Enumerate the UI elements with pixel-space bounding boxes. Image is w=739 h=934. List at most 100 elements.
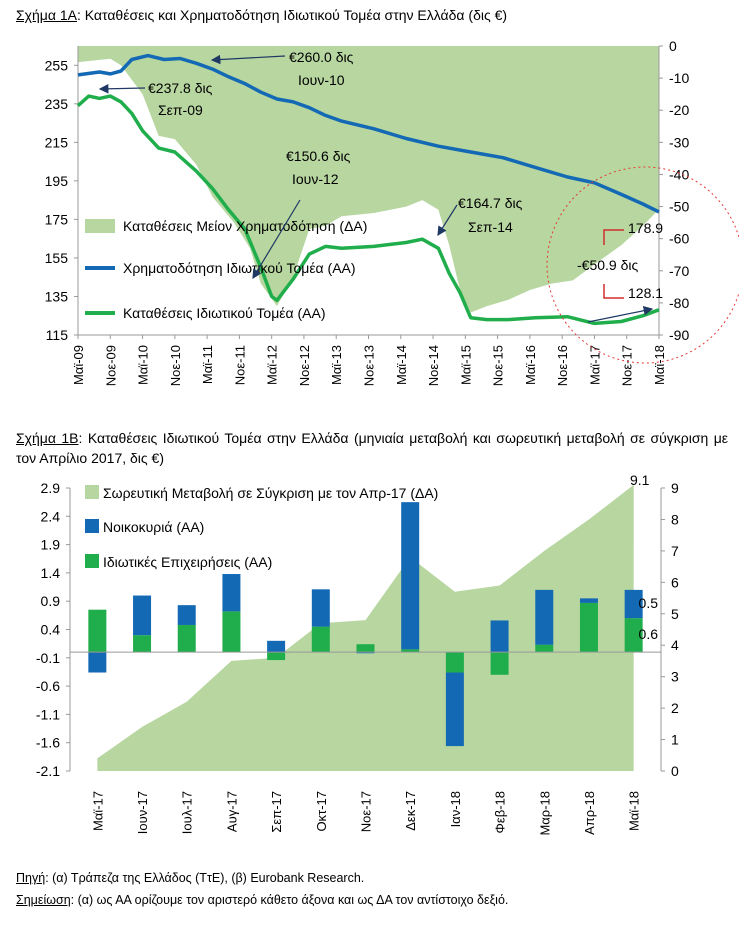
x-tick-label: Νοε-09 — [103, 345, 118, 386]
left-tick-label: -1.1 — [36, 706, 60, 722]
chart-1b: 2.9 2.4 1.9 1.4 0.9 0.4 -0.1 -0.6 -1.1 -1.6 -2.1 9 8… — [36, 472, 679, 836]
x-tick-label: Νοε-10 — [168, 345, 183, 386]
annotation-low-deposits-value: €150.6 δις — [286, 148, 351, 164]
bar-households — [624, 589, 643, 619]
annotation-arrow-2014-deposits — [437, 204, 458, 237]
bar-businesses — [624, 618, 643, 653]
bar-households — [177, 605, 196, 625]
x-tick-label: Νοε-16 — [555, 345, 570, 386]
x-tick-label: Ιουν-17 — [135, 791, 150, 834]
legend-label: Χρηματοδότηση Ιδιωτικού Τομέα (ΑΑ) — [123, 260, 356, 276]
legend-swatch-area — [85, 219, 115, 233]
annotation-peak-deposits-date: Σεπ-09 — [158, 102, 203, 118]
left-tick-label: -2.1 — [36, 763, 60, 779]
left-tick-label: 1.4 — [41, 565, 61, 581]
bar-businesses — [267, 652, 286, 661]
x-tick-label: Απρ-18 — [582, 791, 597, 835]
x-tick-label: Νοε-17 — [359, 791, 374, 832]
right-tick-label: 1 — [671, 732, 679, 748]
x-tick-label: Δεκ-17 — [403, 791, 418, 831]
annotation-peak-deposits-value: €237.8 δις — [148, 80, 213, 96]
bar-businesses — [579, 602, 598, 653]
left-tick-label: 195 — [45, 173, 69, 189]
bar-households — [311, 589, 330, 627]
left-tick-label: 255 — [45, 57, 69, 73]
annotation-bracket-bottom — [603, 284, 624, 299]
source-text: : (α) Τράπεζα της Ελλάδος (ΤτΕ), (β) Eur… — [45, 871, 365, 885]
x-tick-label: Μαϊ-09 — [71, 345, 86, 385]
bar-businesses — [445, 652, 464, 673]
right-tick-label: -40 — [669, 166, 689, 182]
bar-households — [579, 598, 598, 603]
right-tick-label: 6 — [671, 574, 679, 590]
note-label: Σημείωση — [16, 893, 71, 907]
left-tick-label: 175 — [45, 211, 69, 227]
left-tick-label: 135 — [45, 288, 69, 304]
annotation-businesses-latest: 0.6 — [639, 626, 659, 642]
x-tick-label: Νοε-15 — [491, 345, 506, 386]
left-tick-label: 215 — [45, 134, 69, 150]
right-tick-label: -90 — [669, 327, 689, 343]
annotation-deposits-latest: 128.1 — [628, 285, 663, 301]
right-tick-label: 7 — [671, 543, 679, 559]
chart-1b-title: Σχήμα 1Β: Καταθέσεις Ιδιωτικού Τομέα στη… — [16, 428, 728, 468]
right-tick-label: 0 — [671, 763, 679, 779]
right-tick-label: -20 — [669, 102, 689, 118]
annotation-bracket-top — [603, 229, 624, 245]
right-tick-label: 5 — [671, 606, 679, 622]
note-text: : (α) ως ΑΑ ορίζουμε τον αριστερό κάθετο… — [70, 893, 509, 907]
annotation-2014-deposits-date: Σεπ-14 — [468, 219, 513, 235]
annotation-peak-credit-date: Ιουν-10 — [298, 72, 345, 88]
x-tick-label: Μαϊ-18 — [652, 345, 667, 385]
annotation-arrow-low-deposits — [252, 199, 301, 280]
x-tick-label: Μαϊ-14 — [394, 345, 409, 385]
bar-households — [88, 652, 107, 673]
legend-label: Ιδιωτικές Επιχειρήσεις (ΑΑ) — [103, 554, 272, 570]
left-tick-label: 235 — [45, 96, 69, 112]
chart-1b-title-text: : Καταθέσεις Ιδιωτικού Τομέα στην Ελλάδα… — [16, 430, 728, 466]
x-tick-label: Ιαν-18 — [448, 791, 463, 827]
series-area-deposits-minus-credit — [78, 46, 659, 313]
source-note: Πηγή: (α) Τράπεζα της Ελλάδος (ΤτΕ), (β)… — [16, 871, 364, 885]
x-tick-label: Νοε-13 — [362, 345, 377, 386]
bar-businesses — [133, 635, 152, 653]
legend-swatch-businesses — [85, 554, 99, 568]
left-tick-label: 155 — [45, 250, 69, 266]
x-tick-label: Νοε-17 — [620, 345, 635, 386]
right-tick-label: 9 — [671, 480, 679, 496]
bar-businesses — [177, 624, 196, 653]
x-tick-label: Νοε-12 — [297, 345, 312, 386]
bar-households — [535, 589, 554, 645]
right-tick-label: 0 — [669, 38, 677, 54]
right-tick-label: -10 — [669, 70, 689, 86]
bar-households — [356, 652, 375, 654]
chart-1b-title-label: Σχήμα 1Β — [16, 430, 79, 446]
x-tick-label: Μαϊ-11 — [200, 345, 215, 384]
bar-businesses — [490, 652, 509, 675]
x-tick-label: Μαϊ-18 — [627, 791, 642, 831]
x-tick-label: Ιουλ-17 — [180, 791, 195, 834]
bar-businesses — [222, 611, 241, 653]
legend-label: Καταθέσεις Μείον Χρηματοδότηση (ΔΑ) — [123, 218, 367, 234]
x-tick-label: Μαϊ-15 — [458, 345, 473, 385]
bar-households — [222, 574, 241, 612]
bar-households — [133, 595, 152, 636]
annotation-gap-latest: -€50.9 δις — [577, 257, 638, 273]
right-tick-label: -30 — [669, 134, 689, 150]
left-tick-label: 2.4 — [41, 508, 61, 524]
x-tick-label: Οκτ-17 — [314, 791, 329, 832]
annotation-peak-credit-value: €260.0 δις — [289, 49, 354, 65]
annotation-households-latest: 0.5 — [639, 595, 659, 611]
bar-businesses — [535, 644, 554, 653]
chart-1a-title: Σχήμα 1Α: Καταθέσεις και Χρηματοδότηση Ι… — [16, 6, 507, 24]
bar-households — [445, 672, 464, 747]
chart-1a-title-label: Σχήμα 1Α — [16, 7, 77, 23]
left-tick-label: 115 — [46, 327, 69, 343]
x-tick-label: Μαϊ-10 — [136, 345, 151, 385]
right-tick-label: -80 — [669, 295, 689, 311]
annotation-low-deposits-date: Ιουν-12 — [292, 171, 339, 187]
chart-1a: 255 235 215 195 175 155 135 115 0 -10 -20 -30 -40 -50… — [45, 38, 739, 386]
legend-swatch-area — [85, 485, 99, 499]
left-tick-label: -0.1 — [36, 650, 60, 666]
x-tick-label: Σεπ-17 — [269, 791, 284, 833]
